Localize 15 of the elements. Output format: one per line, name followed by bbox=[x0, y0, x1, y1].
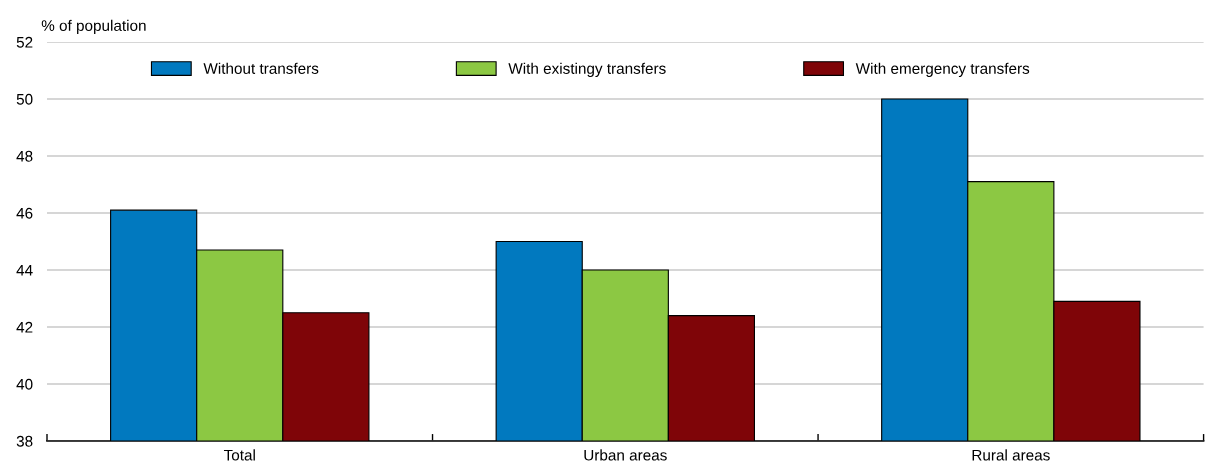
legend-label: With emergency transfers bbox=[855, 62, 1030, 77]
x-tick-label: Rural areas bbox=[972, 449, 1050, 461]
y-tick-label: 50 bbox=[16, 93, 33, 105]
x-tick-label: Urban areas bbox=[584, 449, 667, 461]
y-tick-label: 38 bbox=[16, 435, 33, 447]
y-tick-label: 52 bbox=[16, 36, 33, 48]
y-tick-label: 44 bbox=[16, 265, 33, 276]
legend-label: With existingy transfers bbox=[508, 62, 666, 77]
y-tick-label: 40 bbox=[16, 378, 33, 390]
y-tick-label: 46 bbox=[16, 207, 33, 219]
y-tick-label: 48 bbox=[16, 150, 33, 162]
y-tick-label: 42 bbox=[16, 321, 33, 333]
x-tick-label: Total bbox=[223, 449, 255, 461]
legend-label: Without transfers bbox=[203, 62, 319, 74]
y-axis-title: % of population bbox=[41, 19, 146, 35]
